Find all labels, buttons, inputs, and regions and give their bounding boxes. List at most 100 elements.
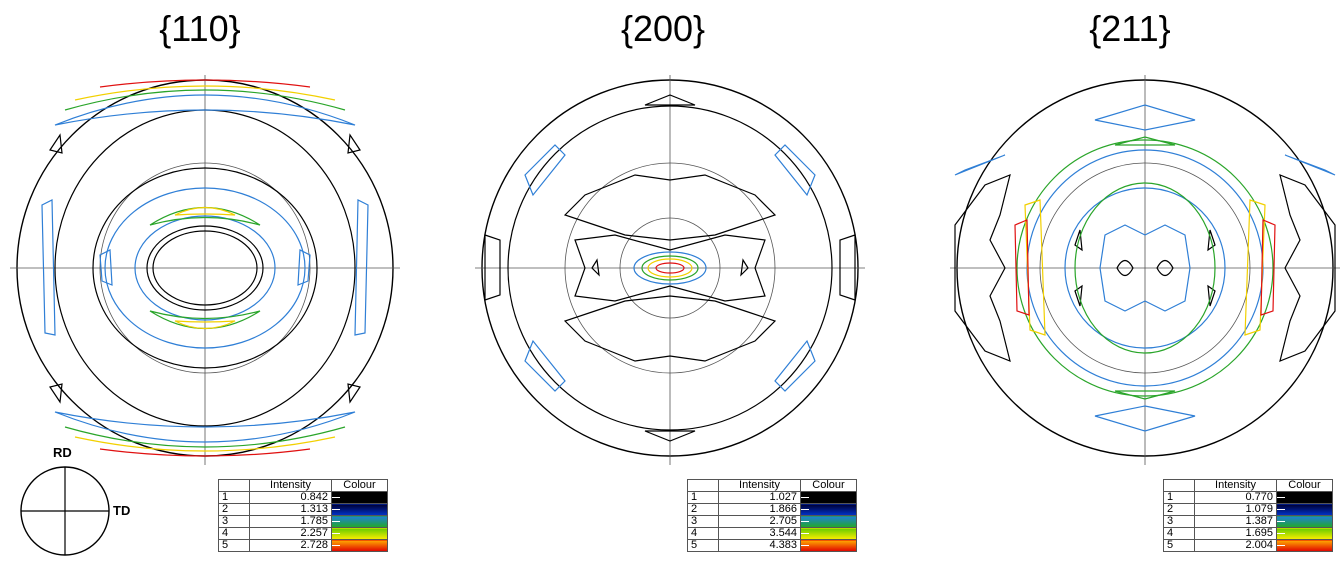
legend-row: 2 1.313 bbox=[218, 503, 388, 516]
legend-row: 4 2.257 bbox=[218, 527, 388, 540]
contour-level-2 bbox=[54, 411, 356, 443]
legend-row: 5 4.383 bbox=[687, 539, 857, 552]
legend-row: 3 2.705 bbox=[687, 515, 857, 528]
contour-level-3 bbox=[1016, 139, 1274, 397]
contour-level-1 bbox=[484, 94, 856, 442]
contour-level-4 bbox=[174, 206, 236, 216]
contour-level-3 bbox=[641, 255, 699, 281]
legend-header-colour: Colour bbox=[1276, 479, 1333, 492]
legend-swatch bbox=[331, 491, 388, 504]
contour-level-1 bbox=[92, 167, 318, 369]
legend-value: 1.866 bbox=[718, 503, 801, 516]
contour-level-4 bbox=[74, 436, 336, 452]
legend-value: 3.544 bbox=[718, 527, 801, 540]
legend-index: 2 bbox=[687, 503, 719, 516]
contour-level-2 bbox=[134, 215, 276, 321]
contour-level-2 bbox=[1094, 104, 1196, 432]
legend-header-colour: Colour bbox=[800, 479, 857, 492]
axes-indicator: RD TD bbox=[15, 445, 145, 570]
contour-level-3 bbox=[1114, 136, 1176, 400]
legend-row: 1 1.027 bbox=[687, 491, 857, 504]
legend-header-index bbox=[218, 479, 250, 492]
legend-swatch bbox=[800, 491, 857, 504]
contour-level-2 bbox=[41, 199, 56, 336]
legend-row: 5 2.728 bbox=[218, 539, 388, 552]
legend-swatch bbox=[331, 515, 388, 528]
contour-level-5 bbox=[655, 262, 685, 274]
pole-figure-title-110: {110} bbox=[159, 8, 241, 49]
contour-level-1 bbox=[1279, 174, 1336, 362]
contour-level-1 bbox=[49, 133, 361, 404]
legend-swatch bbox=[800, 515, 857, 528]
contour-level-3 bbox=[149, 310, 261, 330]
legend-index: 1 bbox=[1163, 491, 1195, 504]
pole-figure-ref-circle-inner bbox=[99, 162, 311, 374]
contour-level-1 bbox=[563, 295, 777, 362]
legend-index: 5 bbox=[1163, 539, 1195, 552]
pole-figure-211 bbox=[950, 75, 1340, 465]
legend-header-intensity: Intensity bbox=[249, 479, 332, 492]
legend-row: 2 1.079 bbox=[1163, 503, 1333, 516]
legend-swatch bbox=[1276, 503, 1333, 516]
legend-index: 1 bbox=[218, 491, 250, 504]
contour-level-3 bbox=[1074, 182, 1216, 354]
contour-level-4 bbox=[647, 258, 693, 278]
legend-swatch bbox=[800, 527, 857, 540]
legend-index: 4 bbox=[1163, 527, 1195, 540]
contour-level-1 bbox=[1074, 229, 1216, 307]
legend-value: 1.079 bbox=[1194, 503, 1277, 516]
contour-level-2 bbox=[524, 339, 816, 392]
legend-swatch bbox=[1276, 515, 1333, 528]
contour-level-1 bbox=[563, 174, 777, 241]
legend-index: 5 bbox=[218, 539, 250, 552]
legend-value: 2.257 bbox=[249, 527, 332, 540]
pole-figure-ref-circle bbox=[1039, 162, 1251, 374]
legend-value: 2.004 bbox=[1194, 539, 1277, 552]
pole-figure-ref-circle bbox=[564, 162, 776, 374]
legend-row: 1 0.842 bbox=[218, 491, 388, 504]
contour-level-2 bbox=[954, 154, 1336, 176]
pole-figure-200 bbox=[475, 75, 865, 465]
contour-level-5 bbox=[1014, 219, 1276, 316]
legend-index: 2 bbox=[218, 503, 250, 516]
pole-figure-title-211: {211} bbox=[1089, 8, 1171, 49]
legend-swatch bbox=[331, 527, 388, 540]
contour-level-3 bbox=[149, 206, 261, 226]
legend-swatch bbox=[1276, 491, 1333, 504]
legend-row: 4 1.695 bbox=[1163, 527, 1333, 540]
legend-header-intensity: Intensity bbox=[1194, 479, 1277, 492]
axes-diagram bbox=[20, 466, 110, 556]
legend-value: 2.705 bbox=[718, 515, 801, 528]
legend-header-colour: Colour bbox=[331, 479, 388, 492]
legend-index: 4 bbox=[687, 527, 719, 540]
legend-header-intensity: Intensity bbox=[718, 479, 801, 492]
contour-level-2 bbox=[54, 94, 356, 126]
contour-level-4 bbox=[174, 320, 236, 330]
rd-label: RD bbox=[53, 445, 72, 460]
pole-figure-title-200: {200} bbox=[620, 8, 706, 49]
contour-level-4 bbox=[74, 85, 336, 101]
legend-index: 1 bbox=[687, 491, 719, 504]
legend-value: 1.387 bbox=[1194, 515, 1277, 528]
legend-swatch bbox=[331, 539, 388, 552]
legend-index: 2 bbox=[1163, 503, 1195, 516]
contour-level-1 bbox=[954, 174, 1011, 362]
contour-level-2 bbox=[633, 251, 707, 285]
contour-level-1 bbox=[591, 258, 749, 277]
legend-index: 3 bbox=[687, 515, 719, 528]
legend-value: 4.383 bbox=[718, 539, 801, 552]
legend-row: 5 2.004 bbox=[1163, 539, 1333, 552]
contour-level-1 bbox=[1116, 259, 1174, 277]
pole-figure-ref-circle bbox=[619, 217, 721, 319]
contour-level-3 bbox=[64, 89, 346, 111]
legend-row: 4 3.544 bbox=[687, 527, 857, 540]
contour-level-2 bbox=[104, 187, 306, 349]
legend-swatch bbox=[331, 503, 388, 516]
td-label: TD bbox=[113, 503, 131, 518]
contour-level-5 bbox=[99, 448, 311, 457]
legend-index: 3 bbox=[218, 515, 250, 528]
contour-level-5 bbox=[99, 79, 311, 88]
contour-level-1 bbox=[507, 105, 833, 431]
